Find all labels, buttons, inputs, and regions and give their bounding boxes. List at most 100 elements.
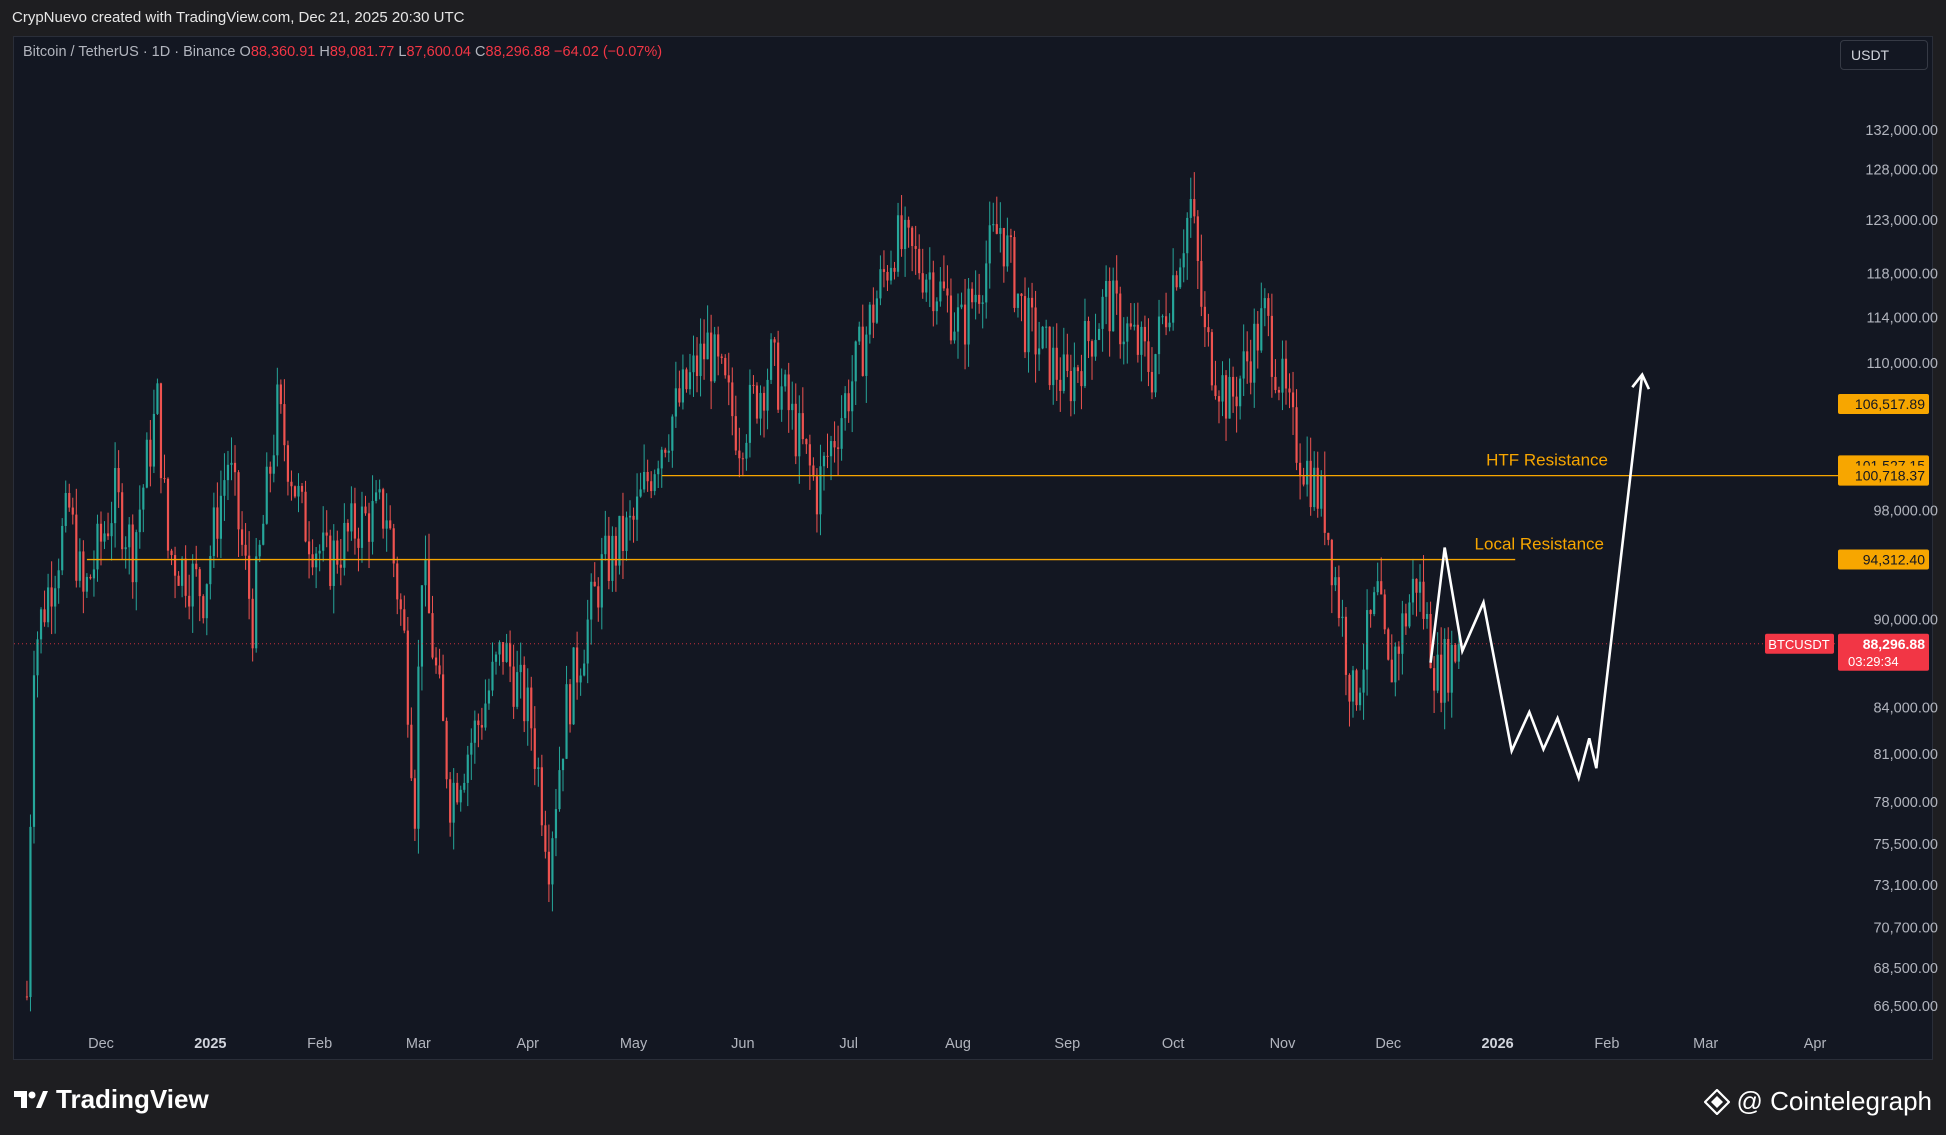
- candle: [265, 452, 268, 525]
- candle-body: [374, 492, 378, 501]
- candle: [85, 573, 88, 598]
- candle: [1030, 282, 1034, 332]
- candle: [960, 292, 963, 310]
- candle: [554, 788, 558, 857]
- candle-body: [501, 642, 505, 662]
- candle-body: [216, 507, 219, 539]
- candle-body: [1122, 341, 1125, 345]
- candle-body: [741, 458, 744, 460]
- candle: [325, 510, 328, 548]
- candle-body: [209, 556, 212, 585]
- last-price-text: 88,296.88: [1863, 636, 1925, 652]
- candle: [272, 434, 275, 483]
- candle: [664, 447, 667, 458]
- y-axis: 132,000.00 128,000.00 123,000.00 118,000.00…: [1865, 123, 1938, 1015]
- candle-body: [198, 569, 201, 597]
- candle-body: [205, 584, 208, 619]
- candle-body: [646, 471, 649, 482]
- candle-body: [1239, 378, 1242, 407]
- candle: [706, 305, 709, 360]
- candle-body: [322, 532, 325, 551]
- candle-body: [360, 506, 364, 548]
- candle: [258, 540, 261, 562]
- candle-body: [713, 334, 716, 382]
- candle-body: [212, 507, 215, 557]
- candle: [438, 648, 441, 679]
- candle-body: [1108, 280, 1111, 332]
- candle: [244, 523, 247, 570]
- candle-body: [956, 307, 960, 332]
- candle: [833, 421, 836, 463]
- candle-body: [1182, 253, 1185, 268]
- currency-label: USDT: [1851, 47, 1890, 63]
- candle-body: [1358, 692, 1362, 706]
- candle: [163, 454, 166, 483]
- candle: [1221, 361, 1224, 417]
- candle-body: [39, 609, 43, 640]
- candle-body: [1411, 578, 1415, 603]
- low-label: L: [398, 44, 407, 60]
- candle: [1136, 302, 1139, 363]
- candle-body: [117, 467, 120, 493]
- candle-body: [114, 467, 117, 524]
- candle-body: [1013, 237, 1016, 308]
- candle-body: [43, 609, 46, 623]
- candle-body: [1373, 592, 1376, 615]
- candle-body: [1073, 367, 1076, 402]
- candle-body: [967, 288, 970, 345]
- candle-body: [530, 687, 533, 729]
- candle: [639, 472, 642, 498]
- candle-body: [523, 664, 526, 722]
- candle-body: [999, 228, 1002, 234]
- candle: [315, 547, 318, 589]
- candle: [166, 477, 170, 559]
- candle: [452, 768, 455, 850]
- y-tick-label: 68,500.00: [1873, 961, 1938, 977]
- candle-body: [1154, 354, 1157, 393]
- candle: [1094, 313, 1097, 361]
- candle: [117, 450, 120, 508]
- candle: [1348, 673, 1351, 727]
- candle-body: [1076, 367, 1080, 372]
- candle: [632, 507, 635, 543]
- candle-body: [1440, 654, 1443, 703]
- candle-body: [710, 332, 713, 382]
- close-value: 88,296.88: [485, 44, 551, 60]
- candle-body: [487, 690, 491, 704]
- candle: [1358, 687, 1362, 711]
- candle: [336, 530, 339, 574]
- candle-body: [519, 664, 522, 673]
- y-tick-label: 123,000.00: [1865, 213, 1938, 229]
- candle: [1436, 632, 1439, 694]
- candle-body: [1020, 293, 1023, 297]
- candle: [875, 290, 878, 324]
- candle: [900, 195, 903, 257]
- candle-body: [1408, 602, 1411, 627]
- candle: [540, 754, 543, 837]
- candle-body: [1179, 267, 1182, 288]
- candle-body: [459, 789, 462, 803]
- candle: [71, 497, 74, 525]
- candle-body: [424, 559, 427, 586]
- candle-body: [1450, 644, 1453, 693]
- candle-body: [1038, 348, 1041, 355]
- candle-body: [1059, 379, 1062, 391]
- candle-body: [628, 515, 632, 518]
- candle: [1284, 340, 1288, 405]
- candle: [1083, 298, 1087, 389]
- open-label: O: [239, 44, 251, 60]
- currency-selector[interactable]: USDT: [1840, 40, 1928, 70]
- candle: [914, 225, 917, 275]
- candle-body: [985, 263, 988, 303]
- candle: [784, 369, 787, 392]
- candle-body: [1115, 280, 1118, 294]
- candle-body: [1221, 375, 1224, 402]
- candle: [1440, 627, 1443, 713]
- candle: [75, 488, 78, 588]
- symbol-legend[interactable]: Bitcoin / TetherUS · 1D · Binance O88,36…: [23, 44, 662, 60]
- candle: [579, 668, 582, 696]
- candle: [678, 370, 681, 407]
- candle-body: [1186, 217, 1189, 254]
- projection-path[interactable]: [1429, 374, 1644, 783]
